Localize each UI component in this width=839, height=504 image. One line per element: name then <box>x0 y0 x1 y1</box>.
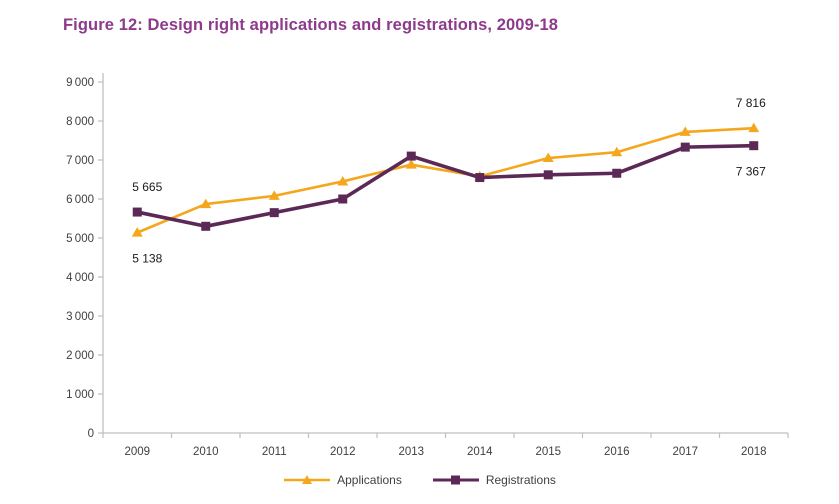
legend-item-applications: Applications <box>283 473 402 487</box>
applications-line-swatch <box>284 475 331 484</box>
registrations-data-label-2018: 7 367 <box>736 165 766 179</box>
applications-marker-2010 <box>200 198 212 209</box>
y-tick-label: 1 000 <box>66 389 94 401</box>
registrations-line <box>135 143 756 229</box>
y-tick-label: 5 000 <box>66 233 94 245</box>
applications-data-label-2018: 7 816 <box>736 96 766 110</box>
registrations-marker-2014 <box>475 173 485 183</box>
applications-marker-2017 <box>679 126 691 136</box>
applications-line <box>135 126 756 234</box>
registrations-marker-2017 <box>680 142 690 152</box>
figure-title: Figure 12: Design right applications and… <box>63 16 559 34</box>
legend-label-applications: Applications <box>337 473 402 487</box>
y-tick-label: 7 000 <box>66 155 94 167</box>
x-tick-label: 2009 <box>124 446 150 458</box>
applications-marker-2012 <box>337 175 349 186</box>
x-tick-label: 2014 <box>467 446 493 458</box>
x-tick-label: 2017 <box>672 446 698 458</box>
x-tick-label: 2012 <box>330 446 356 458</box>
y-tick-label: 9 000 <box>66 77 94 89</box>
y-tick-label: 8 000 <box>66 116 94 128</box>
x-tick-label: 2011 <box>262 446 287 458</box>
applications-marker-2009 <box>131 227 143 237</box>
registrations-square-icon <box>450 475 460 485</box>
x-tick-label: 2015 <box>535 446 561 458</box>
applications-triangle-icon <box>302 475 313 484</box>
applications-data-label-2009: 5 138 <box>132 252 162 266</box>
registrations-marker-2011 <box>269 208 279 218</box>
applications-marker-2011 <box>268 190 280 200</box>
x-tick-label: 2013 <box>398 446 424 458</box>
y-tick-label: 6 000 <box>66 194 94 206</box>
y-tick-label: 4 000 <box>66 272 94 284</box>
applications-marker-2016 <box>611 146 623 157</box>
y-tick-label: 3 000 <box>66 311 94 323</box>
registrations-marker-2016 <box>612 168 622 178</box>
registrations-marker-2010 <box>201 221 211 231</box>
registrations-line-swatch <box>432 475 479 485</box>
y-tick-label: 0 <box>88 428 94 440</box>
x-tick-label: 2010 <box>193 446 219 458</box>
registrations-marker-2012 <box>338 194 348 204</box>
chart-legend: Applications Registrations <box>0 468 839 492</box>
x-tick-label: 2016 <box>604 446 630 458</box>
applications-marker-2018 <box>748 122 760 133</box>
y-tick-label: 2 000 <box>66 350 94 362</box>
applications-marker-2013 <box>405 159 417 169</box>
registrations-marker-2018 <box>749 141 759 151</box>
legend-item-registrations: Registrations <box>432 473 556 487</box>
registrations-marker-2009 <box>132 207 142 217</box>
legend-label-registrations: Registrations <box>485 473 556 487</box>
registrations-marker-2015 <box>543 170 553 180</box>
x-tick-label: 2018 <box>741 446 767 458</box>
registrations-marker-2013 <box>406 151 416 161</box>
registrations-data-label-2009: 5 665 <box>132 180 162 194</box>
applications-marker-2015 <box>542 152 554 163</box>
